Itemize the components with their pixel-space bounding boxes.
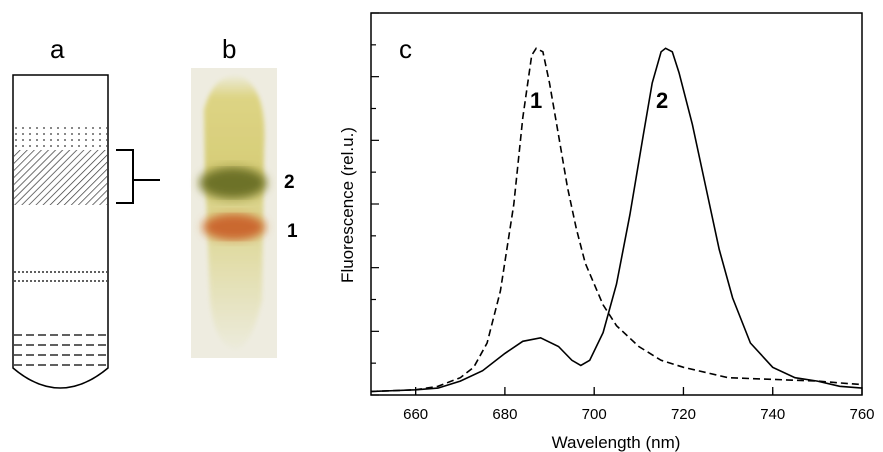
series-layer: [370, 47, 863, 393]
tube-outline: [12, 74, 109, 389]
gel-band-label-upper: 2: [284, 172, 295, 193]
series-line-2: [370, 47, 863, 393]
tube-diagram: [12, 74, 160, 389]
y-axis-title: Fluorescence (rel.u.): [338, 127, 357, 283]
gel-strip: [191, 68, 277, 358]
tube-band-bracket: [116, 149, 160, 204]
x-tick-label-700: 700: [582, 406, 607, 423]
x-tick-label-720: 720: [671, 406, 696, 423]
x-ticks: 660 680 700 720 740 760: [403, 387, 875, 423]
tube-dotted-layer: [14, 123, 107, 148]
x-tick-label-680: 680: [492, 406, 517, 423]
x-axis-title: Wavelength (nm): [552, 433, 681, 452]
curve-label-1: 1: [530, 88, 542, 113]
x-tick-label-740: 740: [760, 406, 785, 423]
fluorescence-chart: 660 680 700 720 740 760 1 2 Wavelength (nm) F…: [338, 12, 875, 452]
panel-letter-c: c: [399, 34, 412, 64]
curve-label-2: 2: [656, 88, 668, 113]
x-tick-label-760: 760: [849, 406, 874, 423]
x-tick-label-660: 660: [403, 406, 428, 423]
panel-letter-b: b: [222, 34, 237, 64]
plot-frame: [370, 12, 863, 396]
y-ticks: [371, 12, 379, 396]
gel-band-upper-halo: [197, 164, 269, 202]
gel-band-label-lower: 1: [287, 221, 298, 242]
series-line-1: [370, 47, 863, 393]
gel-band-lower-halo: [200, 211, 268, 243]
tube-hatched-band: [14, 150, 107, 205]
panel-letter-a: a: [50, 34, 65, 64]
